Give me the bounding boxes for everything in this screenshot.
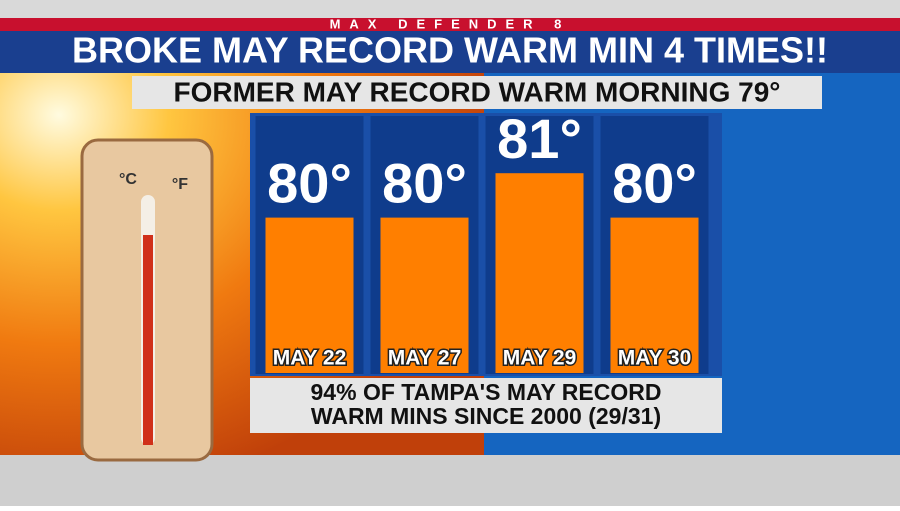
x-tick-label: MAY 27 xyxy=(388,347,462,370)
chart-title: BROKE MAY RECORD WARM MIN 4 TIMES!! xyxy=(72,30,828,71)
svg-text:°C: °C xyxy=(119,171,137,188)
chart-subtitle: FORMER MAY RECORD WARM MORNING 79° xyxy=(173,76,780,107)
bar xyxy=(495,173,584,373)
value-label: 81° xyxy=(497,107,582,170)
value-label: 80° xyxy=(267,151,352,214)
header: MAX DEFENDER 8 xyxy=(330,16,571,31)
value-label: 80° xyxy=(612,151,697,214)
bar xyxy=(610,217,699,373)
annotation: WARM MINS SINCE 2000 (29/31) xyxy=(311,403,661,429)
thermometer: °C °F xyxy=(80,138,214,462)
value-label: 80° xyxy=(382,151,467,214)
x-tick-label: MAY 30 xyxy=(618,347,692,370)
header-bar xyxy=(0,18,900,31)
bar xyxy=(265,217,354,373)
subtitle-box xyxy=(132,76,822,109)
svg-text:°F: °F xyxy=(172,176,188,193)
annotation: 94% OF TAMPA'S MAY RECORD xyxy=(311,379,662,405)
bar xyxy=(380,217,469,373)
title-bar xyxy=(0,31,900,73)
x-tick-label: MAY 29 xyxy=(503,347,577,370)
bottom-band xyxy=(0,455,900,506)
annotation-box xyxy=(250,378,722,433)
x-tick-label: MAY 22 xyxy=(273,347,347,370)
